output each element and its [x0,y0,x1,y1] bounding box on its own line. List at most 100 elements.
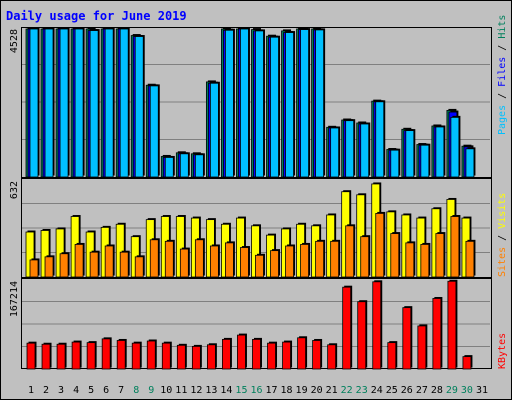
day-label: 28 [431,385,443,396]
day-label: 30 [461,385,473,396]
legend-visits-sites: Sites / Visits [497,193,508,277]
bar-pages [44,28,54,178]
bar-sites [149,239,159,278]
bar-pages [104,28,114,178]
bar-kbytes [101,338,111,370]
legend-kbytes: KBytes [497,333,508,369]
legend-pages: Pages [497,105,508,135]
bar-sites [435,233,445,278]
bar-kbytes [297,337,306,370]
bar-pages [300,29,309,178]
day-label: 22 [341,385,353,396]
day-label: 24 [371,385,383,396]
bar-sites [194,239,204,278]
bar-kbytes [252,338,261,370]
bar-pages [29,28,39,178]
bar-sites [270,250,279,278]
day-label: 18 [281,385,293,396]
bar-pages [164,157,174,178]
bar-sites [119,251,129,278]
bar-pages [119,28,129,178]
bar-kbytes [432,298,442,370]
day-label: 31 [476,385,488,396]
bar-pages [435,126,445,178]
bar-sites [179,248,189,278]
bar-kbytes [447,280,457,370]
day-label: 23 [356,385,368,396]
day-label: 14 [220,385,232,396]
legend-hits: Hits [497,15,508,39]
bar-sites [225,242,234,278]
legend-files: Files [497,57,508,87]
day-label: 2 [43,385,49,396]
bar-pages [330,127,340,178]
bar-pages [209,82,219,178]
day-label: 29 [446,385,458,396]
bar-kbytes [417,325,427,370]
bar-sites [330,240,340,278]
bar-sites [255,254,264,278]
bar-sites [74,244,84,278]
day-label: 12 [190,385,202,396]
bar-pages [74,28,84,178]
bar-pages [255,30,264,178]
bar-kbytes [282,341,291,370]
bar-sites [104,245,114,278]
bar-sites [89,251,99,278]
bar-kbytes [191,345,201,370]
bar-sites [300,244,309,278]
bar-kbytes [222,338,231,370]
legend-hits-files-pages: Pages / Files / Hits [497,15,508,135]
bar-sites [345,225,355,278]
bar-pages [240,28,249,178]
bar-pages [375,101,385,178]
bar-kbytes [26,342,36,370]
bar-kbytes [206,344,216,370]
bar-pages [450,116,460,178]
bar-sites [44,256,54,278]
bar-sites [420,244,430,278]
day-label: 4 [73,385,79,396]
day-label: 27 [416,385,428,396]
bar-kbytes [402,307,412,370]
legend-sites: Sites [497,247,508,277]
bar-sites [285,245,294,278]
bar-sites [209,245,219,278]
day-label: 7 [118,385,124,396]
day-label: 11 [175,385,187,396]
bar-pages [390,149,400,178]
day-label: 19 [296,385,308,396]
chart-title: Daily usage for June 2019 [6,9,187,23]
legend-kbytes: KBytes [497,333,508,369]
bar-kbytes [237,334,246,370]
bar-pages [420,144,430,178]
bar-pages [285,32,294,178]
bar-kbytes [161,342,171,370]
bar-kbytes [387,342,397,370]
bar-kbytes [327,344,337,370]
bar-pages [194,154,204,178]
bar-kbytes [357,301,367,370]
bar-sites [134,256,144,278]
bar-sites [360,236,370,278]
bar-kbytes [372,281,382,370]
bar-sites [315,240,325,278]
panel-max-label: 4528 [9,29,20,53]
bar-kbytes [312,340,322,370]
bar-pages [405,130,415,178]
bar-sites [59,253,69,278]
bar-pages [345,120,355,178]
bar-kbytes [146,340,156,370]
bar-kbytes [71,341,81,370]
bar-pages [465,148,475,178]
legend-visits: Visits [497,193,508,229]
day-label: 21 [326,385,338,396]
day-label: 20 [311,385,323,396]
bar-pages [225,29,234,178]
bar-pages [89,30,99,178]
bar-pages [360,123,370,178]
bar-kbytes [176,344,186,370]
day-label: 3 [58,385,64,396]
